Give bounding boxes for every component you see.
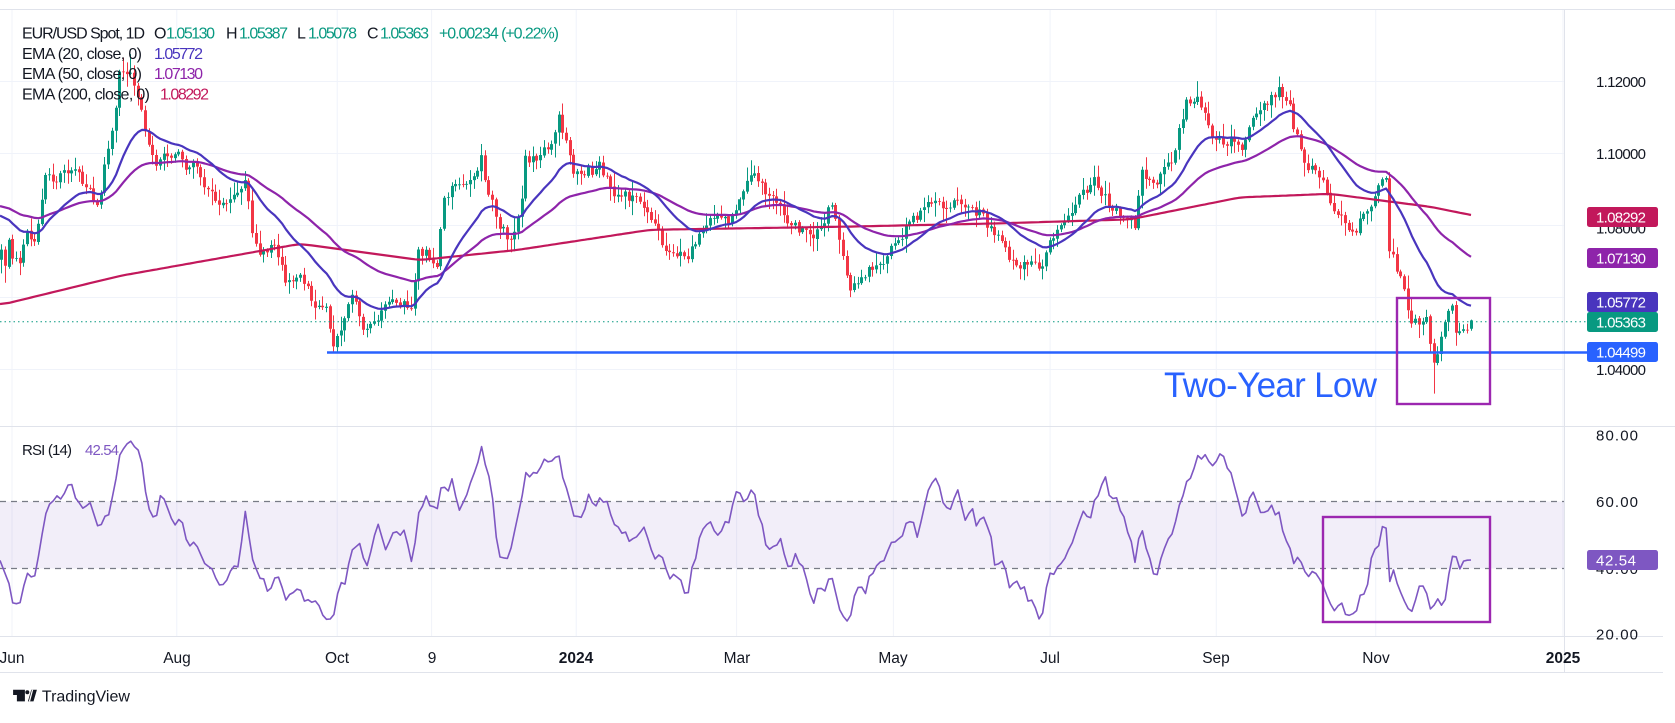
svg-text:9: 9 <box>428 650 437 667</box>
svg-text:EMA (20, close, 0): EMA (20, close, 0) <box>22 46 142 63</box>
svg-text:Oct: Oct <box>325 650 350 667</box>
svg-text:1.05130: 1.05130 <box>166 26 215 43</box>
svg-text:EUR/USD Spot, 1D: EUR/USD Spot, 1D <box>22 26 145 43</box>
svg-text:1.07130: 1.07130 <box>1596 251 1646 268</box>
svg-text:1.10000: 1.10000 <box>1596 146 1646 163</box>
svg-text:EMA (200, close, 0): EMA (200, close, 0) <box>22 87 150 104</box>
svg-text:1.05772: 1.05772 <box>154 46 203 63</box>
svg-text:Nov: Nov <box>1362 650 1390 667</box>
svg-text:1.05363: 1.05363 <box>380 26 429 43</box>
svg-text:Sep: Sep <box>1202 650 1230 667</box>
svg-text:1.12000: 1.12000 <box>1596 74 1646 91</box>
svg-text:1.04000: 1.04000 <box>1596 362 1646 379</box>
svg-text:TradingView: TradingView <box>42 688 130 705</box>
svg-text:Two-Year Low: Two-Year Low <box>1164 366 1378 405</box>
svg-text:May: May <box>878 650 908 667</box>
svg-text:1.04499: 1.04499 <box>1596 345 1646 362</box>
svg-text:1.05772: 1.05772 <box>1596 295 1646 312</box>
svg-text:20.00: 20.00 <box>1596 627 1638 644</box>
svg-text:O: O <box>154 26 166 43</box>
svg-text:42.54: 42.54 <box>85 442 119 459</box>
svg-text:RSI (14): RSI (14) <box>22 442 72 459</box>
svg-text:1.05387: 1.05387 <box>239 26 288 43</box>
svg-text:1.05363: 1.05363 <box>1596 315 1646 332</box>
svg-text:C: C <box>367 26 379 43</box>
svg-text:42.54: 42.54 <box>1596 553 1636 570</box>
svg-text:2024: 2024 <box>559 650 594 667</box>
svg-text:Aug: Aug <box>163 650 191 667</box>
svg-text:1.08292: 1.08292 <box>1596 210 1646 227</box>
svg-text:Jun: Jun <box>0 650 25 667</box>
svg-text:60.00: 60.00 <box>1596 494 1638 511</box>
svg-text:1.08292: 1.08292 <box>160 87 209 104</box>
svg-text:80.00: 80.00 <box>1596 428 1638 445</box>
svg-text:H: H <box>226 26 238 43</box>
svg-text:Jul: Jul <box>1040 650 1060 667</box>
svg-text:EMA (50, close, 0): EMA (50, close, 0) <box>22 66 142 83</box>
svg-text:2025: 2025 <box>1546 650 1581 667</box>
svg-text:Mar: Mar <box>724 650 751 667</box>
svg-text:+0.00234 (+0.22%): +0.00234 (+0.22%) <box>439 26 559 43</box>
svg-text:1.07130: 1.07130 <box>154 66 203 83</box>
svg-text:L: L <box>297 26 306 43</box>
svg-text:1.05078: 1.05078 <box>308 26 357 43</box>
